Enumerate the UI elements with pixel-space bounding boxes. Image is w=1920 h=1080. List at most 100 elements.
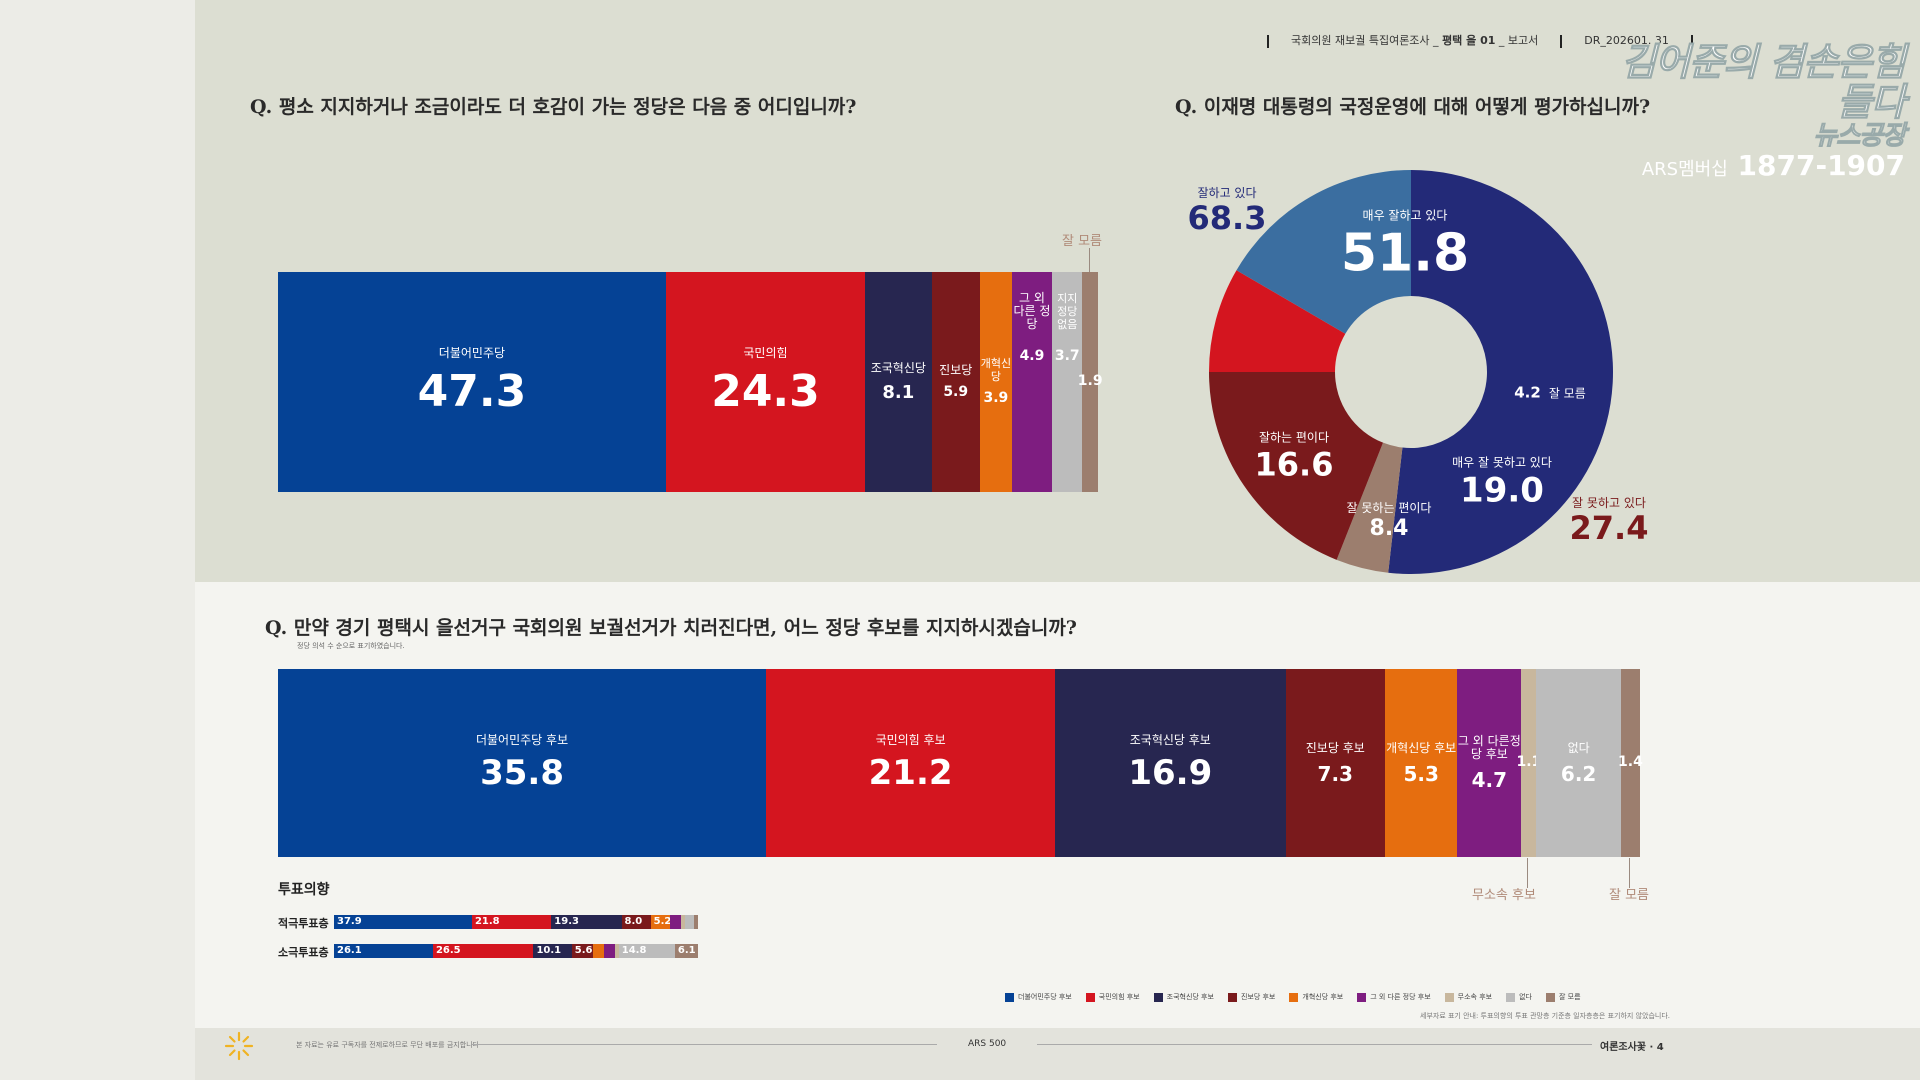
candidate-category-label: 개혁신당 후보 bbox=[1386, 740, 1457, 755]
candidate-category-label: 그 외 다른정당 후보 bbox=[1457, 734, 1521, 761]
donut-value: 19.0 bbox=[1460, 470, 1544, 511]
candidate-bar-segment-2: 조국혁신당 후보 16.9 bbox=[1055, 669, 1286, 857]
party-category-label: 더불어민주당 bbox=[438, 346, 506, 361]
donut-value: 4.2 bbox=[1514, 383, 1541, 402]
left-margin bbox=[0, 0, 195, 1080]
candidate-bar-segment-3: 진보당 후보 7.3 bbox=[1285, 669, 1386, 857]
report-suffix: _ 보고서 bbox=[1498, 34, 1539, 47]
voting-segment-8 bbox=[693, 915, 698, 929]
voting-segment-4 bbox=[592, 944, 604, 958]
legend-label: 그 외 다른 정당 후보 bbox=[1370, 993, 1431, 1001]
q3-dont-know-leader bbox=[1629, 858, 1630, 888]
legend-item: 없다 bbox=[1506, 992, 1532, 1002]
voting-segment-2: 19.3 bbox=[551, 915, 622, 929]
party-bar-segment-4: 개혁신당 3.9 bbox=[979, 272, 1012, 492]
party-category-label: 개혁신당 bbox=[980, 357, 1012, 384]
footer-note: 본 자료는 유료 구독자를 전제로하므로 무단 배포를 금지합니다 bbox=[296, 1041, 480, 1049]
independent-leader-line bbox=[1527, 858, 1528, 888]
voting-row-label: 적극투표층 bbox=[278, 917, 329, 930]
footer-brand-name: 여론조사꽃 bbox=[1600, 1042, 1646, 1053]
party-category-label: 지지 정당 없음 bbox=[1057, 292, 1078, 331]
footer-method: ARS 500 bbox=[968, 1039, 1007, 1049]
positive-total: 잘하고 있다 68.3 bbox=[1188, 184, 1267, 235]
candidate-bar-segment-7: 없다 6.2 bbox=[1536, 669, 1621, 857]
legend-swatch bbox=[1227, 992, 1237, 1002]
report-title: 국회의원 재보궐 특집여론조사 _ bbox=[1291, 34, 1439, 47]
legend-item: 진보당 후보 bbox=[1227, 992, 1275, 1002]
voting-row-label: 소극투표층 bbox=[278, 946, 329, 959]
donut-label-1: 4.2 잘 모름 bbox=[1514, 383, 1586, 402]
voting-segment-6 bbox=[680, 915, 685, 929]
donut-value: 16.6 bbox=[1254, 445, 1334, 484]
q1-question: Q. 평소 지지하거나 조금이라도 더 호감이 가는 정당은 다음 중 어디입니… bbox=[250, 96, 857, 118]
q3-question: Q. 만약 경기 평택시 을선거구 국회의원 보궐선거가 치러진다면, 어느 정… bbox=[265, 617, 1077, 639]
donut-category: 잘 못하는 편이다 bbox=[1346, 501, 1432, 515]
party-value-label: 4.9 bbox=[1019, 348, 1045, 364]
legend-item: 개혁신당 후보 bbox=[1289, 992, 1343, 1002]
logo-title: 김어준의 겸손은힘들다 bbox=[1621, 40, 1907, 124]
legend-swatch bbox=[1289, 992, 1299, 1002]
candidate-value-label: 16.9 bbox=[1128, 752, 1213, 793]
legend-item: 잘 모름 bbox=[1546, 992, 1581, 1002]
candidate-value-label: 4.7 bbox=[1471, 768, 1508, 792]
party-category-label: 그 외 다른 정당 bbox=[1013, 291, 1051, 331]
candidate-value-label: 6.2 bbox=[1560, 761, 1597, 786]
legend-label: 잘 모름 bbox=[1559, 993, 1581, 1001]
party-category-label: 국민의힘 bbox=[743, 346, 788, 361]
party-bar-segment-0: 더불어민주당 47.3 bbox=[278, 272, 666, 492]
legend-swatch bbox=[1005, 992, 1014, 1002]
legend-item: 무소속 후보 bbox=[1444, 992, 1492, 1002]
voting-segment-7 bbox=[684, 915, 694, 929]
legend-label: 개혁신당 후보 bbox=[1302, 993, 1344, 1001]
candidate-category-label: 없다 bbox=[1567, 740, 1590, 755]
legend-swatch bbox=[1444, 992, 1454, 1002]
voting-intent-title: 투표의향 bbox=[278, 882, 330, 898]
q1-dont-know-label: 잘 모름 bbox=[1062, 234, 1103, 249]
legend-swatch bbox=[1153, 992, 1163, 1002]
donut-category: 잘하는 편이다 bbox=[1258, 430, 1330, 445]
legend-label: 없다 bbox=[1519, 993, 1532, 1001]
news-factory-logo: 김어준의 겸손은힘들다 뉴스공장 ARS멤버십 1877-1907 bbox=[1605, 40, 1907, 186]
party-bar-segment-1: 국민의힘 24.3 bbox=[665, 272, 866, 492]
footer-rule-left bbox=[472, 1044, 937, 1045]
chart-legend: 더불어민주당 후보 국민의힘 후보 조국혁신당 후보 진보당 후보 개혁신당 후보 그 외… bbox=[1005, 992, 1581, 1002]
logo-phone: 1877-1907 bbox=[1737, 149, 1905, 182]
voting-segment-3: 5.6 bbox=[571, 944, 593, 958]
legend-swatch bbox=[1357, 992, 1367, 1002]
party-category-label: 진보당 bbox=[939, 362, 973, 377]
legend-swatch bbox=[1546, 992, 1555, 1002]
voting-segment-0: 26.1 bbox=[334, 944, 433, 958]
legend-item: 조국혁신당 후보 bbox=[1153, 992, 1214, 1002]
voting-segment-6 bbox=[614, 944, 619, 958]
positive-value: 68.3 bbox=[1187, 199, 1267, 237]
party-value-label: 47.3 bbox=[417, 366, 527, 418]
candidate-bar-segment-4: 개혁신당 후보 5.3 bbox=[1385, 669, 1458, 857]
party-value-label: 3.9 bbox=[983, 390, 1009, 407]
donut-label-0: 매우 잘하고 있다 51.8 bbox=[1341, 207, 1469, 284]
voting-segment-4: 5.2 bbox=[650, 915, 670, 929]
donut-label-3: 잘 못하는 편이다 8.4 bbox=[1347, 499, 1432, 541]
candidate-bar-segment-6: 무소속 후보1.1 bbox=[1516, 669, 1541, 857]
candidate-value-label: 1.1 bbox=[1516, 754, 1542, 771]
footer-rule-right bbox=[1037, 1044, 1592, 1045]
negative-label: 잘 못하고 있다 bbox=[1572, 496, 1646, 510]
logo-subtitle: 뉴스공장 bbox=[1813, 121, 1907, 151]
donut-value: 8.4 bbox=[1369, 516, 1409, 541]
candidate-bar-segment-8: 잘 모름1.4 bbox=[1618, 669, 1643, 857]
voting-segment-3: 8.0 bbox=[621, 915, 651, 929]
legend-item: 더불어민주당 후보 bbox=[1005, 992, 1072, 1002]
candidate-value-label: 1.4 bbox=[1618, 754, 1643, 771]
party-value-label: 5.9 bbox=[943, 383, 969, 400]
candidate-bar-segment-1: 국민의힘 후보 21.2 bbox=[766, 669, 1056, 857]
candidate-value-label: 5.3 bbox=[1403, 761, 1439, 786]
party-value-label: 8.1 bbox=[882, 381, 915, 403]
legend-label: 국민의힘 후보 bbox=[1098, 993, 1140, 1001]
page-number: 4 bbox=[1656, 1042, 1664, 1053]
legend-label: 더불어민주당 후보 bbox=[1018, 993, 1072, 1001]
legend-label: 조국혁신당 후보 bbox=[1166, 993, 1214, 1001]
donut-category: 매우 잘 못하고 있다 bbox=[1452, 455, 1552, 470]
party-value-label: 24.3 bbox=[711, 366, 820, 418]
voting-segment-1: 26.5 bbox=[432, 944, 534, 958]
candidate-bar-segment-5: 그 외 다른정당 후보 4.7 bbox=[1457, 669, 1522, 857]
legend-item: 그 외 다른 정당 후보 bbox=[1357, 992, 1431, 1002]
